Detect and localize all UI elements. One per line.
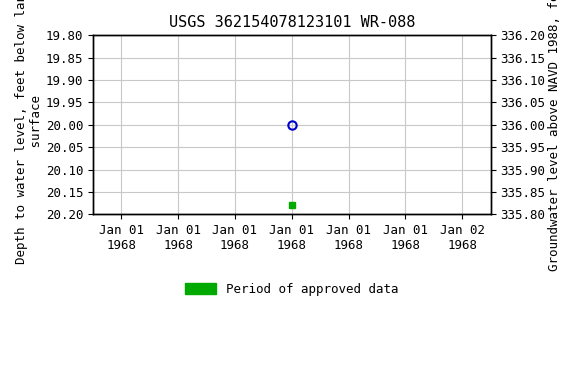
Y-axis label: Depth to water level, feet below land
 surface: Depth to water level, feet below land su… — [15, 0, 43, 264]
Y-axis label: Groundwater level above NAVD 1988, feet: Groundwater level above NAVD 1988, feet — [548, 0, 561, 271]
Legend: Period of approved data: Period of approved data — [180, 278, 404, 301]
Title: USGS 362154078123101 WR-088: USGS 362154078123101 WR-088 — [169, 15, 415, 30]
